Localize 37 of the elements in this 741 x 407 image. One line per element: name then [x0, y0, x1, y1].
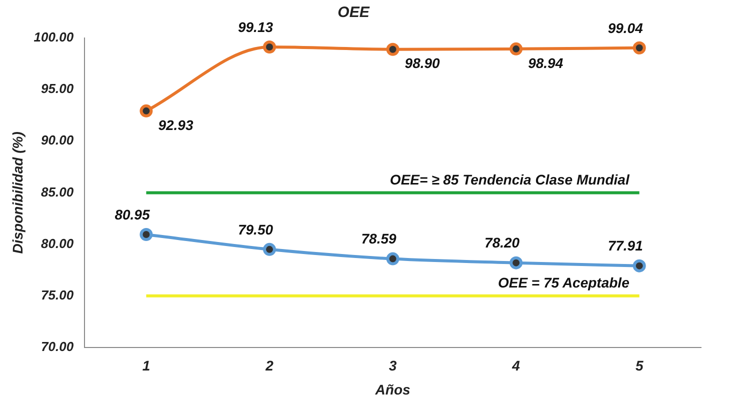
y-tick-label: 80.00	[41, 236, 74, 251]
point	[262, 40, 276, 54]
data-label: 80.95	[114, 206, 150, 222]
y-tick-label: 95.00	[41, 81, 74, 96]
y-axis-title: Disponibilidad (%)	[9, 131, 26, 254]
x-tick-label: 4	[511, 358, 520, 374]
data-label: 78.59	[361, 230, 397, 247]
x-tick-label: 1	[142, 358, 150, 374]
data-label: 92.93	[158, 116, 194, 133]
data-label: 78.20	[484, 234, 520, 251]
y-tick-label: 75.00	[41, 287, 74, 302]
x-tick-label: 2	[264, 358, 274, 374]
data-label: 99.13	[238, 18, 274, 35]
point	[510, 256, 523, 270]
data-label: 77.91	[608, 238, 644, 254]
ref-line-label: OEE= ≥ 85 Tendencia Clase Mundial	[390, 172, 630, 188]
chart-title: OEE	[338, 4, 370, 22]
point	[140, 228, 153, 241]
data-label: 79.50	[238, 221, 274, 238]
x-tick-label: 3	[388, 358, 397, 374]
data-label: 98.94	[528, 54, 564, 71]
point	[510, 42, 523, 56]
point	[262, 242, 276, 256]
ref-line-label: OEE = 75 Aceptable	[498, 274, 630, 291]
point	[386, 42, 400, 56]
y-tick-label: 90.00	[41, 132, 74, 148]
x-tick-label: 5	[635, 358, 644, 374]
point	[632, 41, 646, 54]
point	[632, 259, 646, 272]
y-tick-label: 70.00	[41, 338, 74, 354]
y-tick-label: 85.00	[41, 184, 74, 200]
point	[140, 104, 153, 118]
y-tick-label: 100.00	[34, 30, 74, 45]
x-axis-title: Años	[374, 381, 410, 398]
point	[386, 252, 400, 266]
data-label: 99.04	[608, 20, 644, 36]
data-label: 98.90	[404, 55, 440, 72]
